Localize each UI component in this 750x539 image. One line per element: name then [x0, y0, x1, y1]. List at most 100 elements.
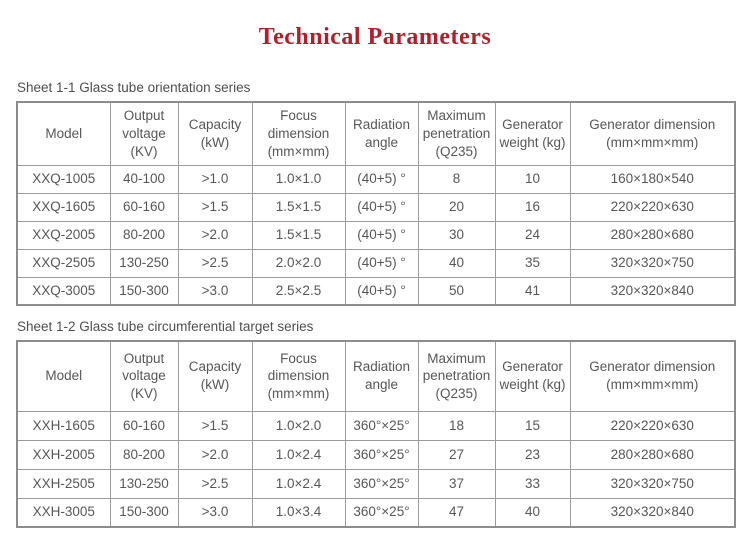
table-cell: 23 [494, 439, 571, 470]
model-cell: XXH-2005 [16, 439, 111, 470]
table-row: XXH-1605 60-160 >1.5 1.0×2.0 360°×25° 18 15 220… [16, 410, 736, 441]
column-header: Radiation angle [344, 340, 419, 412]
table-cell: 1.0×1.0 [251, 164, 346, 194]
table-cell: (40+5) ° [344, 220, 419, 250]
column-header: Maximum penetration (Q235) [417, 101, 496, 166]
table-cell: 280×280×680 [569, 439, 736, 470]
column-header: Capacity (kW) [177, 340, 253, 412]
table-cell: 360°×25° [344, 410, 419, 441]
sheet2-label: Sheet 1-2 Glass tube circumferential tar… [17, 319, 314, 334]
table-cell: 220×220×630 [569, 192, 736, 222]
table-cell: 320×320×840 [569, 276, 736, 306]
table-cell: 130-250 [109, 248, 179, 278]
column-header: Generator dimension (mm×mm×mm) [569, 101, 736, 166]
table-cell: 80-200 [109, 439, 179, 470]
page-title: Technical Parameters [258, 24, 492, 50]
sheet2-header-row: Model Output voltage (KV) Capacity (kW) Foc… [16, 340, 736, 412]
table-cell: 1.0×3.4 [251, 497, 346, 528]
table-cell: 16 [494, 192, 571, 222]
sheet2-table: Model Output voltage (KV) Capacity (kW) Foc… [16, 340, 736, 528]
table-cell: >1.5 [177, 410, 253, 441]
column-header: Focus dimension (mm×mm) [251, 101, 346, 166]
table-cell: 360°×25° [344, 439, 419, 470]
table-cell: >3.0 [177, 276, 253, 306]
sheet1-table: Model Output voltage (KV) Capacity (kW) Foc… [16, 101, 736, 306]
table-cell: 10 [494, 164, 571, 194]
table-cell: 320×320×750 [569, 248, 736, 278]
table-cell: 2.0×2.0 [251, 248, 346, 278]
table-cell: >2.5 [177, 248, 253, 278]
table-cell: 130-250 [109, 468, 179, 499]
table-cell: 1.5×1.5 [251, 220, 346, 250]
column-header: Output voltage (KV) [109, 101, 179, 166]
column-header: Generator weight (kg) [494, 340, 571, 412]
sheet1-header-row: Model Output voltage (KV) Capacity (kW) Foc… [16, 101, 736, 166]
table-row: XXH-2505 130-250 >2.5 1.0×2.4 360°×25° 37 33 32… [16, 468, 736, 499]
model-cell: XXQ-2005 [16, 220, 111, 250]
table-cell: 150-300 [109, 276, 179, 306]
column-header: Generator dimension (mm×mm×mm) [569, 340, 736, 412]
table-row: XXQ-3005 150-300 >3.0 2.5×2.5 (40+5) ° 50 41 32… [16, 276, 736, 306]
table-cell: 360°×25° [344, 497, 419, 528]
column-header: Generator weight (kg) [494, 101, 571, 166]
table-row: XXQ-2005 80-200 >2.0 1.5×1.5 (40+5) ° 30 24 280… [16, 220, 736, 250]
model-cell: XXH-3005 [16, 497, 111, 528]
table-cell: >1.5 [177, 192, 253, 222]
table-cell: 320×320×750 [569, 468, 736, 499]
table-cell: 37 [417, 468, 496, 499]
table-cell: 320×320×840 [569, 497, 736, 528]
table-cell: 20 [417, 192, 496, 222]
column-header: Output voltage (KV) [109, 340, 179, 412]
table-cell: (40+5) ° [344, 248, 419, 278]
model-cell: XXQ-1605 [16, 192, 111, 222]
model-cell: XXQ-2505 [16, 248, 111, 278]
table-cell: 220×220×630 [569, 410, 736, 441]
table-cell: 150-300 [109, 497, 179, 528]
table-cell: >2.0 [177, 439, 253, 470]
table-cell: 1.5×1.5 [251, 192, 346, 222]
table-cell: 35 [494, 248, 571, 278]
table-cell: 1.0×2.4 [251, 468, 346, 499]
table-cell: 360°×25° [344, 468, 419, 499]
model-cell: XXH-2505 [16, 468, 111, 499]
table-row: XXH-3005 150-300 >3.0 1.0×3.4 360°×25° 47 40 32… [16, 497, 736, 528]
column-header: Maximum penetration (Q235) [417, 340, 496, 412]
table-cell: 80-200 [109, 220, 179, 250]
table-cell: 18 [417, 410, 496, 441]
table-cell: 160×180×540 [569, 164, 736, 194]
table-cell: 47 [417, 497, 496, 528]
table-cell: 50 [417, 276, 496, 306]
table-cell: 33 [494, 468, 571, 499]
table-cell: >2.5 [177, 468, 253, 499]
table-row: XXQ-1005 40-100 >1.0 1.0×1.0 (40+5) ° 8 10 160×… [16, 164, 736, 194]
table-cell: 40 [494, 497, 571, 528]
table-cell: 15 [494, 410, 571, 441]
table-cell: 2.5×2.5 [251, 276, 346, 306]
table-cell: 41 [494, 276, 571, 306]
table-cell: 280×280×680 [569, 220, 736, 250]
table-cell: 40 [417, 248, 496, 278]
column-header: Focus dimension (mm×mm) [251, 340, 346, 412]
model-cell: XXH-1605 [16, 410, 111, 441]
table-cell: 24 [494, 220, 571, 250]
table-cell: >2.0 [177, 220, 253, 250]
column-header: Capacity (kW) [177, 101, 253, 166]
table-cell: 1.0×2.0 [251, 410, 346, 441]
table-cell: >1.0 [177, 164, 253, 194]
table-cell: >3.0 [177, 497, 253, 528]
table-cell: 8 [417, 164, 496, 194]
table-cell: 60-160 [109, 192, 179, 222]
model-cell: XXQ-1005 [16, 164, 111, 194]
table-row: XXH-2005 80-200 >2.0 1.0×2.4 360°×25° 27 23 280… [16, 439, 736, 470]
table-cell: 40-100 [109, 164, 179, 194]
table-cell: 27 [417, 439, 496, 470]
table-row: XXQ-1605 60-160 >1.5 1.5×1.5 (40+5) ° 20 16 220… [16, 192, 736, 222]
table-cell: (40+5) ° [344, 192, 419, 222]
table-row: XXQ-2505 130-250 >2.5 2.0×2.0 (40+5) ° 40 35 32… [16, 248, 736, 278]
table-cell: 1.0×2.4 [251, 439, 346, 470]
sheet1-label: Sheet 1-1 Glass tube orientation series [17, 80, 251, 95]
table-cell: 30 [417, 220, 496, 250]
table-cell: 60-160 [109, 410, 179, 441]
table-cell: (40+5) ° [344, 276, 419, 306]
column-header: Model [16, 101, 111, 166]
